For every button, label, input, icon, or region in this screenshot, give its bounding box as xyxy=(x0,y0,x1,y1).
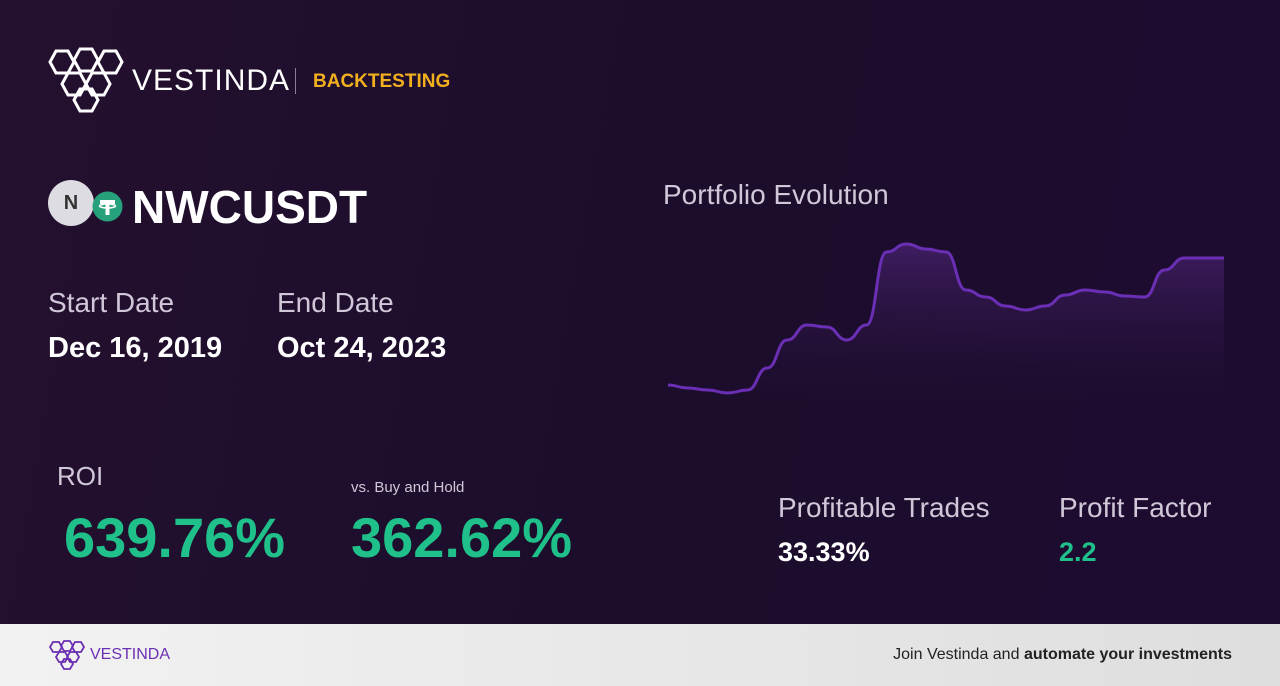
end-label: End Date xyxy=(277,287,394,318)
logo-icon xyxy=(48,47,124,113)
chart-title: Portfolio Evolution xyxy=(663,179,889,210)
portfolio-area xyxy=(668,244,1224,400)
section: BACKTESTING xyxy=(313,71,451,92)
brand: VESTINDA xyxy=(132,64,291,97)
cta-prefix: Join Vestinda and xyxy=(893,646,1020,663)
footer-logo xyxy=(48,640,86,670)
profitable-trades-label: Profitable Trades xyxy=(778,492,990,523)
profit-factor-value: 2.2 xyxy=(1059,537,1097,567)
roi-value: 639.76% xyxy=(64,506,286,569)
portfolio-line xyxy=(667,242,1224,395)
roi-label: ROI xyxy=(57,461,104,491)
base-icon: N xyxy=(48,180,94,226)
end-value: Oct 24, 2023 xyxy=(277,332,447,364)
start-label: Start Date xyxy=(48,287,175,318)
divider xyxy=(295,68,296,94)
start-value: Dec 16, 2019 xyxy=(48,332,223,364)
profitable-trades-value: 33.33% xyxy=(778,537,870,567)
buy-hold-label: vs. Buy and Hold xyxy=(351,479,465,496)
footer-brand: VESTINDA xyxy=(90,646,171,663)
cta-bold: automate your investments xyxy=(1023,646,1232,663)
symbol: NWCUSDT xyxy=(132,181,368,233)
portfolio-chart xyxy=(667,242,1224,400)
buy-hold-value: 362.62% xyxy=(351,506,573,569)
profit-factor-label: Profit Factor xyxy=(1059,492,1212,523)
footer: VESTINDA Join Vestinda and automate your… xyxy=(0,624,1280,686)
footer-cta: Join Vestinda and automate your investme… xyxy=(893,646,1232,664)
card: VESTINDA BACKTESTING N NWCUSDT Start Dat… xyxy=(0,0,1280,624)
quote-icon xyxy=(92,191,123,222)
